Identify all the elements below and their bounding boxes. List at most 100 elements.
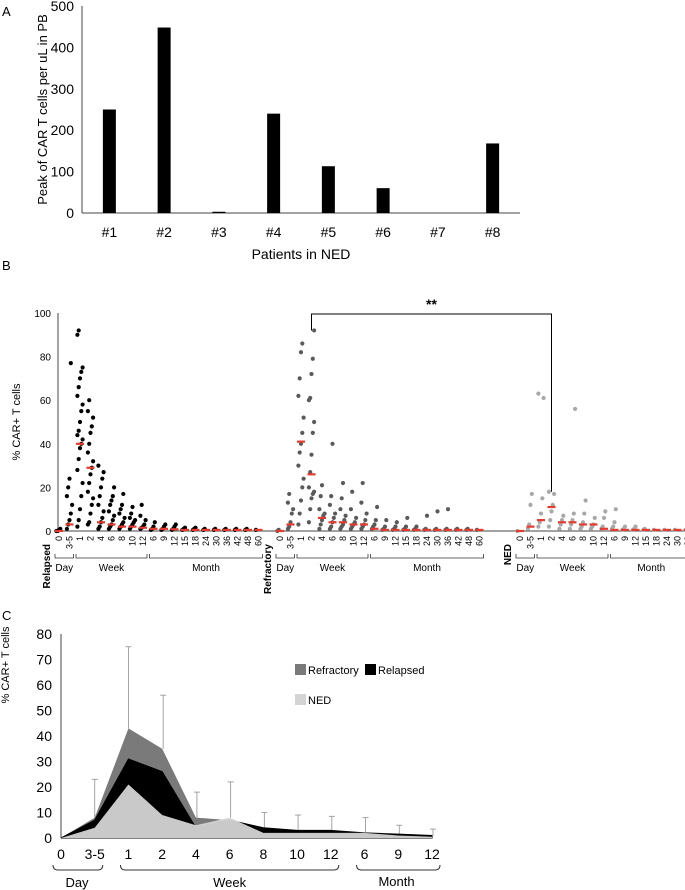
data-point-refractory (319, 483, 325, 488)
x-tick-label: 6 (361, 846, 369, 862)
unit-bracket (610, 554, 685, 559)
x-tick-label: 30 (673, 536, 683, 546)
data-point-ned (612, 520, 617, 525)
y-tick-label: 10 (36, 805, 52, 821)
unit-bracket (356, 864, 441, 871)
x-tick-label: 10 (589, 536, 599, 546)
data-point-refractory (287, 491, 292, 497)
x-tick-label: 15 (401, 536, 411, 546)
data-point-refractory (327, 502, 332, 507)
data-point-relapsed (97, 524, 102, 529)
unit-bracket (75, 554, 148, 559)
y-tick-label: 80 (36, 626, 52, 642)
x-tick-label: 9 (394, 846, 402, 862)
data-point-refractory (288, 520, 293, 525)
data-point-relapsed (80, 402, 85, 407)
data-point-relapsed (121, 491, 126, 497)
unit-bracket (370, 554, 484, 559)
data-point-relapsed (85, 409, 90, 414)
data-point-relapsed (91, 496, 96, 501)
x-tick-label: 30 (212, 536, 222, 546)
data-point-relapsed (100, 476, 105, 481)
data-point-ned (613, 507, 618, 512)
unit-label: Month (413, 563, 441, 574)
x-tick-label: 18 (652, 536, 662, 546)
x-tick-label: 42 (454, 536, 464, 546)
data-point-relapsed (173, 522, 178, 527)
bar-p1 (102, 109, 116, 213)
legend-swatch-relapsed (365, 664, 376, 675)
data-point-relapsed (129, 511, 134, 516)
y-tick-label: 20 (40, 483, 52, 494)
x-tick-label: 12 (359, 536, 369, 546)
data-point-refractory (306, 520, 311, 525)
data-point-relapsed (77, 446, 83, 451)
legend-label-refractory: Refractory (308, 665, 359, 677)
data-point-ned (548, 518, 553, 523)
data-point-relapsed (110, 494, 115, 499)
y-axis-title: Peak of CAR T cells per uL in PB (35, 14, 50, 205)
data-point-refractory (339, 496, 344, 501)
x-tick-label: 10 (349, 536, 359, 546)
data-point-ned (557, 526, 562, 531)
data-point-relapsed (80, 480, 85, 486)
unit-bracket (52, 864, 104, 871)
y-tick-label: 0 (44, 830, 52, 846)
data-point-relapsed (163, 522, 168, 527)
data-point-ned (601, 515, 607, 521)
data-point-relapsed (76, 518, 81, 523)
data-point-refractory (309, 452, 314, 457)
x-tick-label: 2 (547, 536, 557, 541)
data-point-ned (536, 524, 541, 529)
panel-c-label: C (2, 608, 11, 623)
data-point-ned (550, 502, 555, 507)
x-tick-label: 18 (191, 536, 201, 546)
data-point-ned (552, 491, 557, 497)
data-point-refractory (384, 518, 389, 523)
unit-bracket (296, 554, 369, 559)
unit-bracket (275, 554, 295, 559)
data-point-refractory (298, 350, 304, 355)
data-point-refractory (393, 524, 398, 529)
unit-label: Month (378, 874, 414, 889)
data-point-ned (582, 511, 587, 516)
data-point-relapsed (119, 502, 125, 507)
data-point-refractory (301, 415, 306, 420)
data-point-ned (546, 524, 552, 529)
x-tick-label: #3 (211, 224, 227, 240)
y-tick-label: 0 (66, 205, 74, 221)
x-tick-label: 3-5 (286, 536, 296, 549)
x-tick-label: 12 (138, 536, 148, 546)
data-point-refractory (343, 513, 348, 518)
significance-bracket (311, 313, 552, 492)
x-tick-label: 8 (259, 846, 267, 862)
x-tick-label: 15 (180, 536, 190, 546)
data-point-refractory (354, 515, 359, 521)
data-point-refractory (359, 500, 364, 505)
unit-label: Day (276, 563, 294, 574)
data-point-refractory (352, 520, 357, 525)
unit-label: Week (99, 563, 125, 574)
data-point-refractory (297, 376, 302, 381)
x-tick-label: 15 (641, 536, 651, 546)
x-tick-label: 6 (226, 846, 234, 862)
x-tick-label: 12 (170, 536, 180, 546)
x-tick-label: 12 (424, 846, 440, 862)
data-point-ned (571, 511, 576, 516)
data-point-refractory (363, 518, 368, 523)
data-point-refractory (394, 520, 399, 525)
data-point-ned (549, 509, 554, 514)
legend-label-relapsed: Relapsed (378, 665, 424, 677)
data-point-refractory (296, 393, 301, 398)
data-point-relapsed (152, 520, 157, 525)
x-tick-label: #1 (102, 224, 118, 240)
panel-b-label: B (2, 258, 11, 273)
data-point-refractory (340, 480, 346, 486)
x-tick-label: 24 (422, 536, 432, 546)
data-point-relapsed (79, 494, 84, 499)
data-point-relapsed (87, 398, 92, 403)
data-point-relapsed (75, 332, 80, 337)
x-tick-label: 3-5 (526, 536, 536, 549)
data-point-relapsed (80, 437, 85, 442)
